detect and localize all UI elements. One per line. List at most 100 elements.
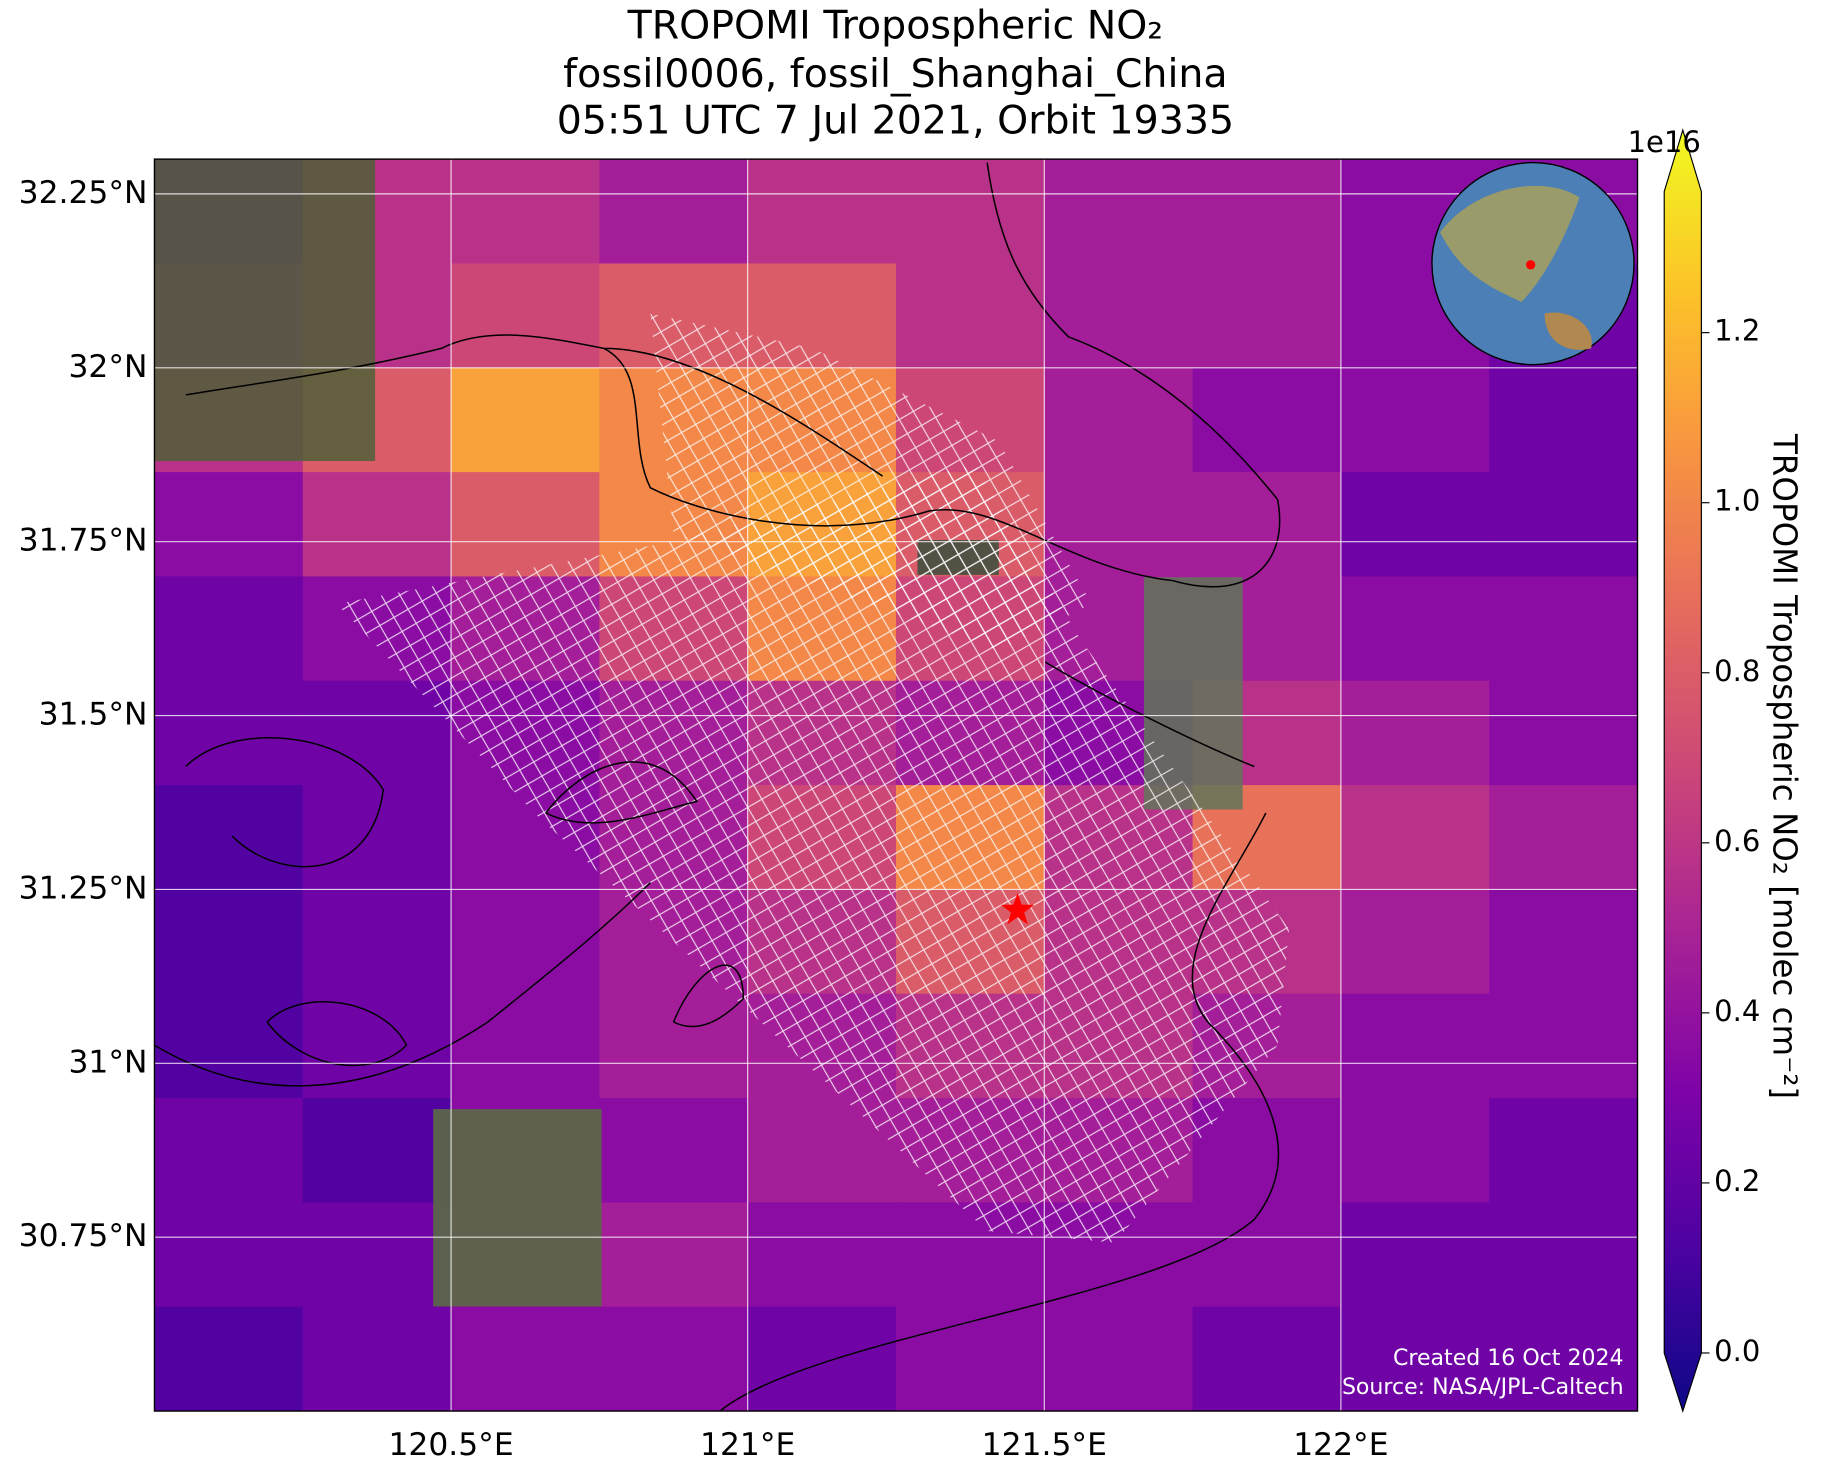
- no2-cell: [747, 1202, 897, 1308]
- no2-cell: [1192, 263, 1342, 369]
- no2-cell: [747, 159, 897, 265]
- no2-cell: [1489, 576, 1638, 682]
- y-tick-label: 31.75°N: [19, 523, 148, 559]
- no2-cell: [1192, 367, 1342, 473]
- no2-cell: [154, 1202, 304, 1308]
- no2-cell: [302, 1306, 452, 1412]
- colorbar-tick-label: 1.0: [1714, 484, 1760, 518]
- y-tick-label: 30.75°N: [19, 1218, 148, 1254]
- colorbar-tick-label: 0.6: [1714, 824, 1760, 858]
- y-tick-label: 31°N: [68, 1044, 147, 1080]
- no2-cell: [154, 993, 304, 1099]
- y-tick-label: 32.25°N: [19, 175, 148, 211]
- no2-cell: [154, 785, 304, 890]
- no2-cell: [451, 367, 600, 473]
- no2-cell: [895, 263, 1045, 369]
- no2-cell: [1340, 993, 1490, 1099]
- no2-cell: [1044, 159, 1194, 265]
- no2-cell: [747, 1306, 897, 1412]
- no2-cell: [1044, 367, 1194, 473]
- no2-cell: [1340, 785, 1490, 890]
- no2-cell: [451, 159, 600, 265]
- globe-land: [1440, 185, 1580, 302]
- no2-cell: [1192, 159, 1342, 265]
- title-line: fossil0006, fossil_Shanghai_China: [563, 51, 1227, 97]
- no2-cell: [302, 1202, 452, 1308]
- no2-cell: [1340, 576, 1490, 682]
- basemap-overlay: [154, 159, 1290, 1412]
- colorbar: 1e16 TROPOMI Tropospheric NO₂ [molec cm⁻…: [1628, 125, 1804, 1413]
- no2-cell: [599, 1306, 749, 1412]
- y-tick-label: 32°N: [68, 349, 147, 385]
- site-marker: [1000, 892, 1035, 925]
- no2-cell: [302, 993, 452, 1099]
- no2-cell: [1340, 1098, 1490, 1203]
- no2-cell: [451, 993, 600, 1099]
- graticule: [154, 159, 1638, 1412]
- globe-site: [1526, 260, 1536, 270]
- no2-cell: [451, 1306, 600, 1412]
- title-line: TROPOMI Tropospheric NO₂: [627, 2, 1164, 48]
- no2-cell: [302, 472, 452, 578]
- no2-cell: [1340, 889, 1490, 995]
- colorbar-tick-label: 0.0: [1714, 1334, 1760, 1368]
- no2-cell: [1489, 993, 1638, 1099]
- no2-cell: [599, 159, 749, 265]
- y-tick-label: 31.25°N: [19, 870, 148, 906]
- no2-cell: [451, 889, 600, 995]
- no2-cell: [1489, 785, 1638, 890]
- colorbar-exponent: 1e16: [1628, 125, 1701, 159]
- no2-cell: [1340, 367, 1490, 473]
- colorbar-label: TROPOMI Tropospheric NO₂ [molec cm⁻²]: [1766, 433, 1804, 1099]
- no2-cell: [451, 472, 600, 578]
- no2-cell: [302, 785, 452, 890]
- no2-cell: [1489, 472, 1638, 578]
- no2-cell: [154, 1098, 304, 1203]
- no2-cell: [302, 1098, 452, 1203]
- no2-cell: [1340, 1306, 1490, 1412]
- no2-cell: [895, 1306, 1045, 1412]
- map-frame: [153, 158, 1639, 1412]
- no2-cell: [599, 993, 749, 1099]
- no2-cell: [302, 889, 452, 995]
- x-tick-label: 122°E: [1293, 1427, 1388, 1461]
- no2-cell: [154, 889, 304, 995]
- colorbar-tick-label: 0.4: [1714, 994, 1760, 1028]
- no2-cell: [1192, 472, 1342, 578]
- title-line: 05:51 UTC 7 Jul 2021, Orbit 19335: [557, 98, 1234, 144]
- colorbar-tick-label: 0.2: [1714, 1164, 1760, 1198]
- credit: Created 16 Oct 2024: [1393, 1346, 1624, 1371]
- no2-cell: [154, 1306, 304, 1412]
- no2-cell: [154, 576, 304, 682]
- no2-cell: [1340, 680, 1490, 786]
- no2-cell: [1192, 1306, 1342, 1412]
- no2-cell: [1489, 889, 1638, 995]
- no2-cell: [1192, 1202, 1342, 1308]
- swath-grid: [650, 313, 1092, 651]
- no2-cell: [1044, 1306, 1194, 1412]
- no2-cell: [154, 472, 304, 578]
- no2-cell: [1489, 1306, 1638, 1412]
- x-tick-label: 121°E: [700, 1427, 795, 1461]
- no2-cell: [599, 1098, 749, 1203]
- no2-cell: [1489, 1202, 1638, 1308]
- no2-cell: [1340, 472, 1490, 578]
- coastline: [154, 162, 1281, 1412]
- no2-cell: [1044, 263, 1194, 369]
- colorbar-tick-label: 0.8: [1714, 654, 1760, 688]
- globe-land: [1544, 312, 1592, 350]
- no2-cell: [1340, 1202, 1490, 1308]
- swath-grid: [336, 464, 1290, 1243]
- no2-cell: [1489, 1098, 1638, 1203]
- no2-cell: [599, 1202, 749, 1308]
- no2-cell: [154, 680, 304, 786]
- no2-cell: [1044, 472, 1194, 578]
- satellite-patch: [154, 159, 376, 462]
- x-tick-label: 120.5°E: [388, 1427, 513, 1461]
- satellite-patch: [433, 1109, 602, 1307]
- x-tick-label: 121.5°E: [982, 1427, 1107, 1461]
- no2-cell: [451, 263, 600, 369]
- colorbar-bar: [1663, 128, 1702, 1413]
